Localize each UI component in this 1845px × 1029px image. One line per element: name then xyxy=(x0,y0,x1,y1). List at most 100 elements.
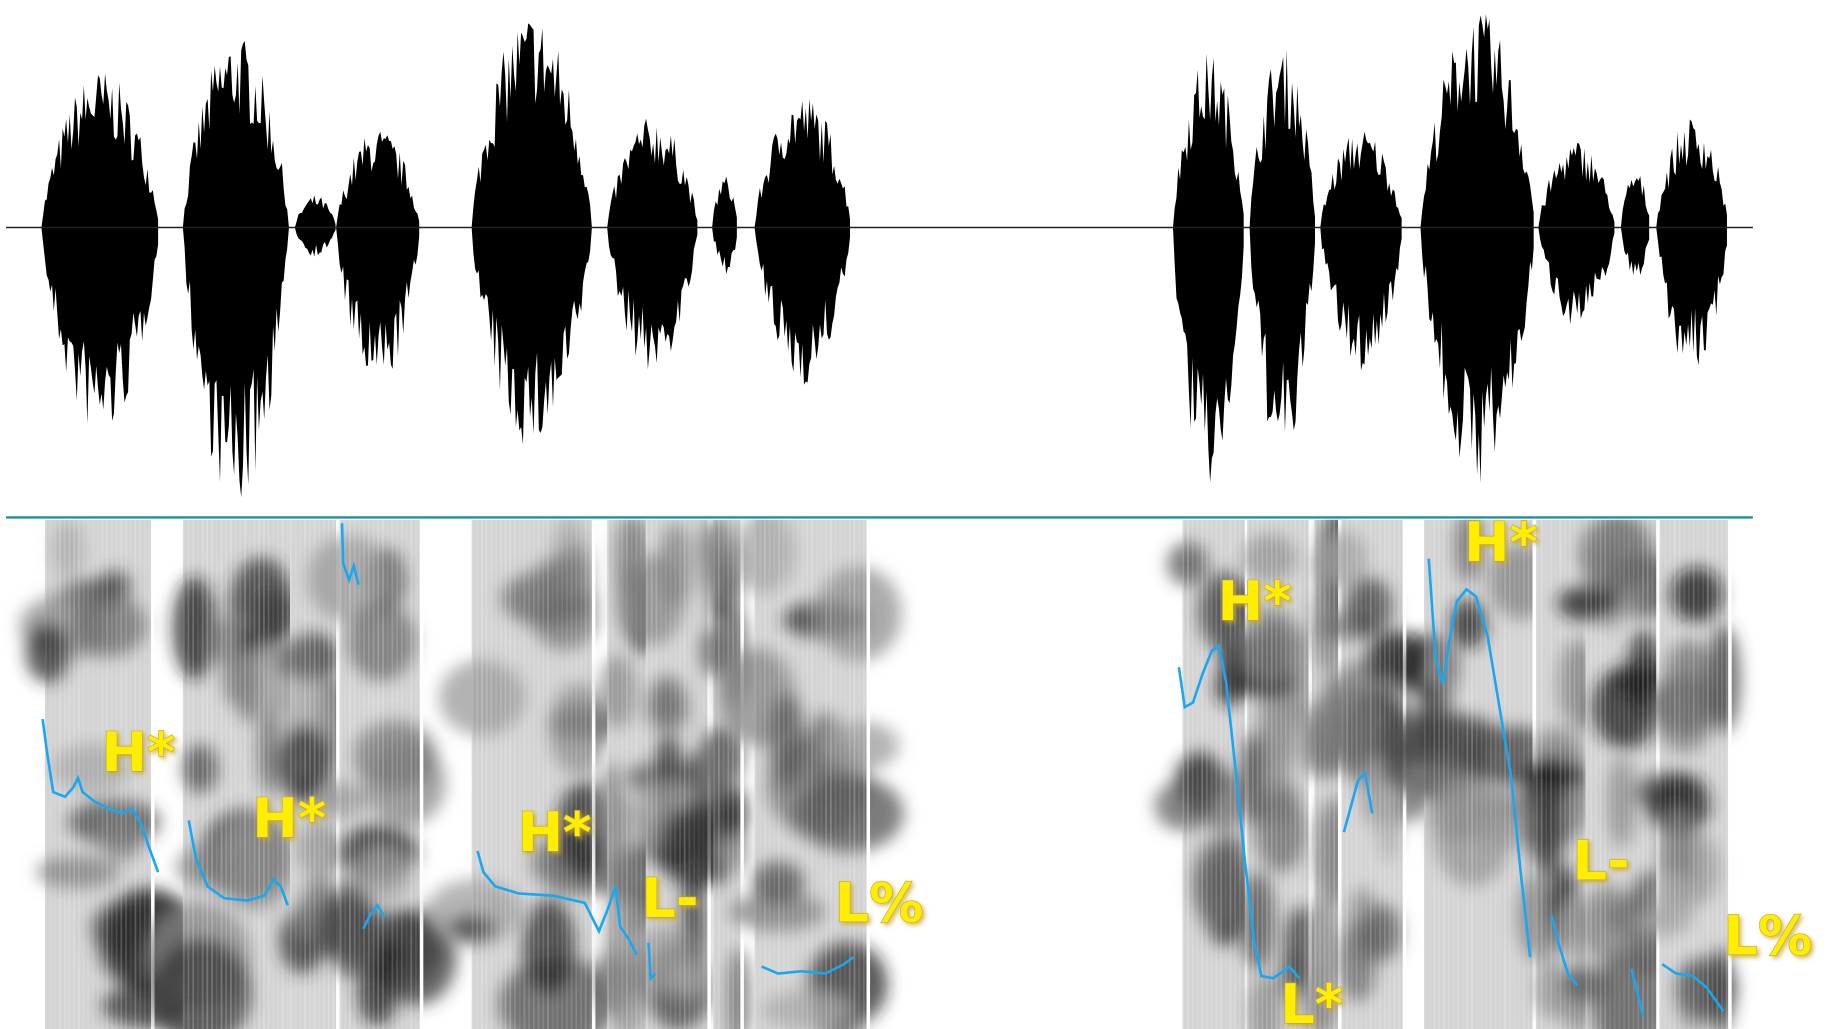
waveform-segment xyxy=(336,132,419,369)
waveform-segment xyxy=(1621,176,1649,275)
pitch-striation xyxy=(45,520,47,1029)
waveform-segment xyxy=(607,119,697,370)
pitch-striation xyxy=(406,520,408,1029)
pitch-striation xyxy=(816,520,818,1029)
pitch-striation xyxy=(354,520,356,1029)
pitch-striation xyxy=(344,520,346,1029)
pitch-striation xyxy=(1457,520,1459,1029)
waveform-segment xyxy=(1420,14,1533,483)
pitch-striation xyxy=(580,520,582,1029)
pitch-striation xyxy=(542,520,544,1029)
pitch-striation xyxy=(835,520,837,1029)
pitch-striation xyxy=(679,520,681,1029)
spectrogram-gap xyxy=(867,520,871,1029)
pitch-striation xyxy=(1351,520,1353,1029)
pitch-striation xyxy=(1702,520,1704,1029)
pitch-striation xyxy=(476,520,478,1029)
formant-blob xyxy=(173,577,217,680)
pitch-striation xyxy=(1642,520,1644,1029)
pitch-striation xyxy=(1614,520,1616,1029)
tobi-label: L- xyxy=(641,867,698,930)
pitch-striation xyxy=(1438,520,1440,1029)
pitch-striation xyxy=(806,520,808,1029)
pitch-striation xyxy=(1595,520,1597,1029)
formant-blob xyxy=(26,623,71,683)
pitch-striation xyxy=(557,520,559,1029)
pitch-striation xyxy=(300,520,302,1029)
pitch-striation xyxy=(290,520,292,1029)
formant-blob xyxy=(1363,904,1402,961)
tobi-label: L% xyxy=(1723,905,1812,968)
pitch-striation xyxy=(244,520,246,1029)
pitch-striation xyxy=(656,520,658,1029)
pitch-striation xyxy=(500,520,502,1029)
pitch-striation xyxy=(737,520,739,1029)
pitch-striation xyxy=(268,520,270,1029)
pitch-striation xyxy=(1664,520,1666,1029)
pitch-striation xyxy=(1555,520,1557,1029)
pitch-striation xyxy=(528,520,530,1029)
pitch-striation xyxy=(83,520,85,1029)
pitch-striation xyxy=(87,520,89,1029)
pitch-striation xyxy=(505,520,507,1029)
pitch-striation xyxy=(387,520,389,1029)
pitch-striation xyxy=(391,520,393,1029)
pitch-striation xyxy=(1314,520,1316,1029)
pitch-striation xyxy=(54,520,56,1029)
pitch-striation xyxy=(1466,520,1468,1029)
pitch-striation xyxy=(723,520,725,1029)
pitch-striation xyxy=(1304,520,1306,1029)
pitch-striation xyxy=(410,520,412,1029)
waveform-segment xyxy=(712,176,737,274)
waveform-segment xyxy=(1320,132,1401,371)
pitch-striation xyxy=(561,520,563,1029)
pitch-striation xyxy=(1294,520,1296,1029)
pitch-striation xyxy=(73,520,75,1029)
waveform-segment xyxy=(41,74,158,424)
pitch-striation xyxy=(64,520,66,1029)
pitch-striation xyxy=(1697,520,1699,1029)
pitch-striation xyxy=(472,520,474,1029)
pitch-striation xyxy=(491,520,493,1029)
spectrogram-gap xyxy=(420,520,424,1029)
tobi-label: L- xyxy=(1573,829,1630,892)
pitch-striation xyxy=(524,520,526,1029)
pitch-striation xyxy=(1424,520,1426,1029)
pitch-striation xyxy=(854,520,856,1029)
pitch-striation xyxy=(1633,520,1635,1029)
tobi-label: H* xyxy=(518,801,592,864)
pitch-striation xyxy=(358,520,360,1029)
pitch-striation xyxy=(373,520,375,1029)
tobi-label: L% xyxy=(835,872,924,935)
pitch-striation xyxy=(811,520,813,1029)
pitch-striation xyxy=(514,520,516,1029)
pitch-striation xyxy=(1716,520,1718,1029)
pitch-striation xyxy=(566,520,568,1029)
pitch-striation xyxy=(258,520,260,1029)
pitch-striation xyxy=(1448,520,1450,1029)
pitch-striation xyxy=(575,520,577,1029)
pitch-striation xyxy=(1182,520,1184,1029)
pitch-striation xyxy=(1693,520,1695,1029)
waveform xyxy=(41,14,1727,497)
pitch-striation xyxy=(1504,520,1506,1029)
formant-blob xyxy=(354,720,437,791)
pitch-striation xyxy=(78,520,80,1029)
pitch-striation xyxy=(693,520,695,1029)
pitch-striation xyxy=(254,520,256,1029)
pitch-striation xyxy=(1201,520,1203,1029)
pitch-striation xyxy=(1545,520,1547,1029)
pitch-striation xyxy=(295,520,297,1029)
pitch-striation xyxy=(670,520,672,1029)
pitch-striation xyxy=(585,520,587,1029)
pitch-striation xyxy=(230,520,232,1029)
pitch-striation xyxy=(689,520,691,1029)
pitch-striation xyxy=(839,520,841,1029)
pitch-striation xyxy=(1679,520,1681,1029)
pitch-striation xyxy=(415,520,417,1029)
pitch-striation xyxy=(486,520,488,1029)
pitch-striation xyxy=(1609,520,1611,1029)
pitch-striation xyxy=(1712,520,1714,1029)
waveform-segment xyxy=(1173,54,1244,483)
waveform-segment xyxy=(1250,49,1315,432)
